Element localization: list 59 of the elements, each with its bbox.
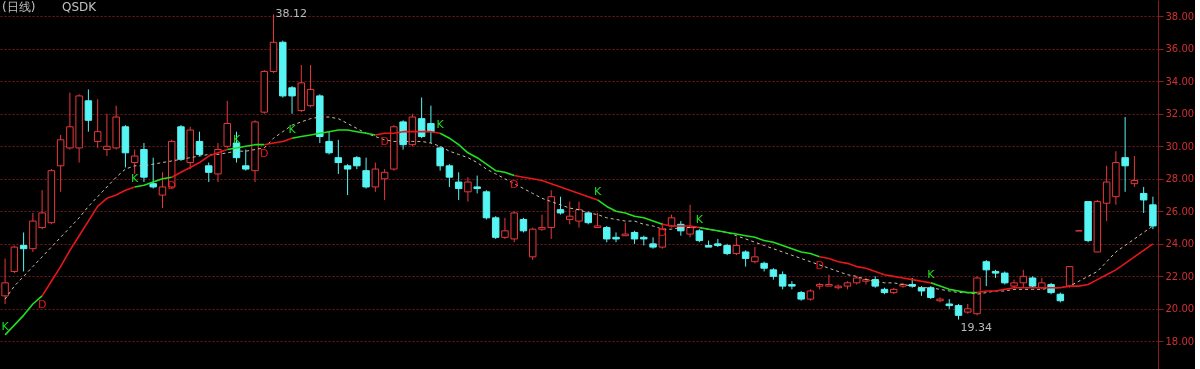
y-tick-label: 32.00 [1165,108,1195,120]
data-label: K [131,171,140,185]
y-tick-label: 20.00 [1165,303,1195,315]
y-tick-label: 26.00 [1165,205,1195,217]
data-label: D [509,177,519,191]
candlestick [436,145,444,172]
data-label: D [37,297,47,311]
candlestick [242,149,250,172]
candlestick [343,163,352,196]
candlestick [445,163,454,188]
candlestick [306,64,315,108]
candlestick [649,236,657,250]
candlestick [982,259,991,287]
chart-title: (日线) [2,0,36,14]
candlestick [223,100,231,149]
annotation: 19.34 [960,320,993,334]
y-tick-label: 30.00 [1165,140,1195,152]
data-label: K [695,212,704,226]
candlestick [19,231,28,272]
candlestick [399,119,407,151]
candlestick [130,149,139,175]
candlestick [464,176,472,203]
y-tick-label: 28.00 [1165,173,1195,185]
candlestick [334,139,343,175]
candlestick [195,131,204,157]
candlestick [1130,155,1139,188]
data-label: D [380,135,389,149]
data-label: D [260,146,269,160]
candlestick [1149,196,1157,230]
candlestick [751,246,759,264]
y-tick-label: 36.00 [1165,43,1195,55]
candlestick [362,157,370,190]
data-label: D [167,179,176,193]
data-label: K [1,319,10,333]
data-label: D [815,258,824,272]
candlestick [1139,186,1148,214]
candlestick [149,157,157,190]
candlestick [1121,116,1129,193]
candlestick [380,168,389,201]
data-label: K [593,184,602,198]
y-tick-label: 18.00 [1165,335,1195,347]
candlestick [205,162,213,183]
data-label: K [436,118,445,132]
candlestick [158,171,167,209]
y-tick-label: 34.00 [1165,75,1195,87]
candlestick [491,215,500,240]
candlestick [686,204,694,238]
candlestick [371,162,380,193]
chart-subtitle: QSDK [62,0,98,14]
annotation: 38.12 [275,7,308,21]
candlestick [454,171,463,201]
y-tick-label: 24.00 [1165,238,1195,250]
data-label: K [288,123,297,137]
y-tick-label: 22.00 [1165,270,1195,282]
candlestick [325,131,333,155]
candlestick [93,98,102,149]
data-label: K [927,267,936,281]
candlestick [84,88,93,133]
y-tick-label: 38.00 [1165,10,1195,22]
